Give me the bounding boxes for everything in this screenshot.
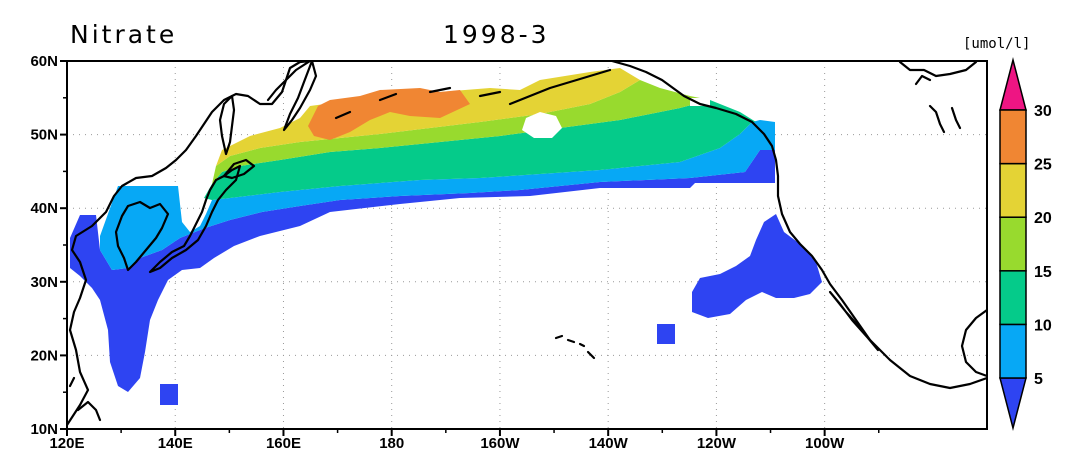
north-america-coastline [610,61,987,390]
colorbar-swatch [999,109,1027,165]
date-title: 1998-3 [443,20,550,49]
y-tick-label: 30N [30,274,58,291]
asia-coastline [67,61,312,427]
y-tick-label: 50N [30,127,58,144]
nitrate-contour-band-lt5 [70,150,775,392]
y-tick-label: 10N [30,421,58,438]
x-tick-label: 160W [480,435,520,452]
nitrate-blob-eastpac [692,214,822,318]
nitrate-blob-south [160,384,178,405]
colorbar-tick-label: 30 [1034,103,1052,120]
philippines-coastline [68,376,102,422]
colorbar-tick-label: 25 [1034,157,1052,174]
map-plot-area: 120E 140E 160E 180 160W 140W 120W 100W 60N 50N 40N… [30,53,988,452]
hawaii-islands [554,334,596,360]
gridlines [67,61,987,429]
x-tick-label: 160E [266,435,301,452]
nitrate-contour-band-10-15 [204,100,756,200]
sakhalin-coastline [218,94,236,156]
korea-coastline [114,200,170,272]
colorbar-swatch [999,270,1027,326]
variable-title: Nitrate [70,20,177,49]
nitrate-blob-hawaii [657,324,675,344]
x-tick-label: 140E [158,435,193,452]
y-tick-label: 40N [30,200,58,217]
gulf-coastline [960,308,987,378]
colorbar-tick-label: 15 [1034,264,1052,281]
kamchatka-coastline [282,61,318,132]
x-tick-label: 140W [589,435,629,452]
colorbar-swatch [999,216,1027,272]
japan-coastline [148,164,242,274]
okhotsk-coastline [266,61,312,102]
x-tick-label: 100W [805,435,845,452]
x-tick-label: 180 [379,435,404,452]
colorbar-tick-label: 10 [1034,317,1052,334]
colorbar-tick-label: 5 [1034,371,1043,388]
colorbar-extend-bottom [999,377,1027,431]
y-tick-label: 20N [30,347,58,364]
nitrate-contour-band-25-30 [308,88,470,140]
x-tick-label: 120W [697,435,737,452]
axis-ticks: 120E 140E 160E 180 160W 140W 120W 100W 60N 50N 40N… [30,53,880,452]
colorbar-extend-top [999,57,1027,111]
aleutian-chain [334,68,612,120]
x-tick-label: 120E [49,435,84,452]
colorbar-tick-label: 20 [1034,210,1052,227]
colorbar-swatch [999,323,1027,379]
nitrate-contour-band-15-20 [212,80,710,184]
hokkaido-coastline [222,158,256,180]
nitrate-field [67,61,987,427]
baja-coastline [828,290,880,352]
unit-label: [umol/l] [963,36,1030,52]
colorbar: 5 10 15 20 25 30 [999,57,1052,431]
alaska-islands [898,61,978,134]
colorbar-swatch [999,162,1027,218]
y-tick-label: 60N [30,53,58,70]
coastlines [67,61,987,427]
data-gap-hole [522,112,562,138]
